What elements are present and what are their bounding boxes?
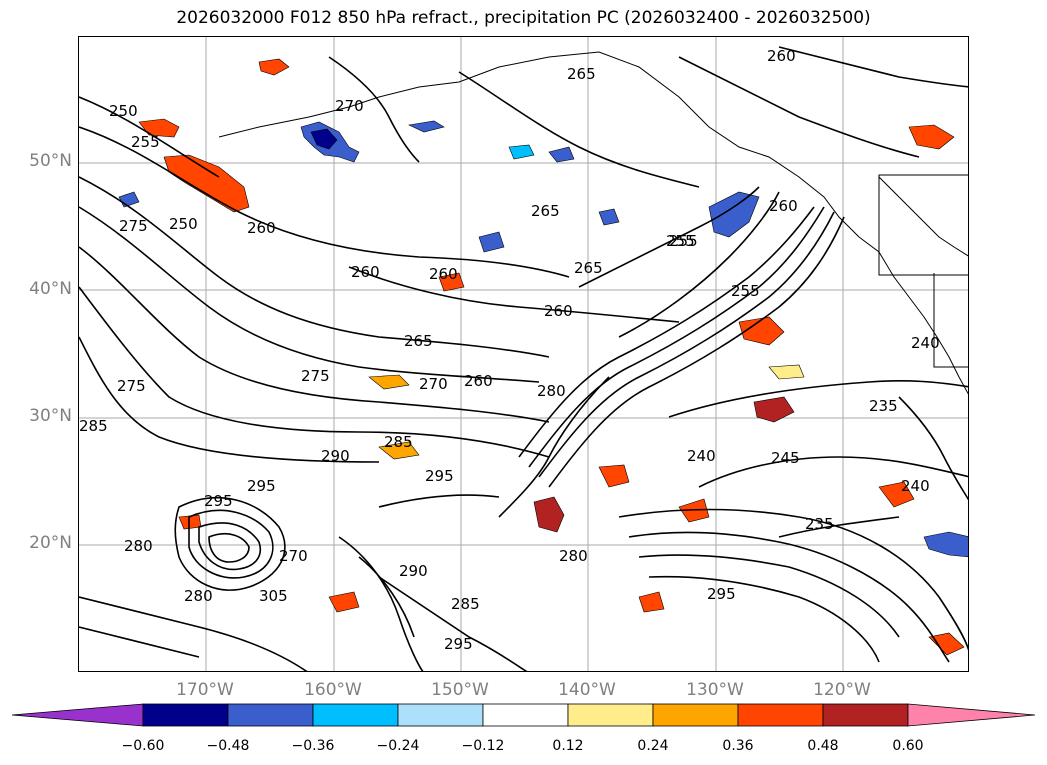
contour-label: 290 [321,447,350,465]
colorbar-segment [142,703,229,727]
contour-label: 285 [79,417,108,435]
contour-label: 295 [444,635,473,653]
positive-precip [138,58,965,656]
contour-label: 240 [687,447,716,465]
contour-label: 260 [544,302,573,320]
colorbar-segment [227,703,314,727]
colorbar-segment [482,703,569,727]
lon-label: 140°W [558,680,616,700]
colorbar-segment [652,703,739,727]
contour-label: 270 [335,97,364,115]
lon-label: 170°W [176,680,234,700]
contour-label: 260 [351,263,380,281]
chart-title: 2026032000 F012 850 hPa refract., precip… [176,8,871,28]
contour-label: 265 [531,202,560,220]
negative-precip [118,120,968,558]
colorbar-tick-label: −0.60 [121,738,165,754]
colorbar-segment [822,703,909,727]
contour-label: 255 [666,232,695,250]
contour-label: 235 [805,515,834,533]
lat-label: 40°N [29,279,72,299]
contour-label: 235 [869,397,898,415]
contour-label: 255 [669,232,698,250]
colorbar-tick-label: 0.48 [807,738,839,754]
contour-label: 260 [429,265,458,283]
lon-label: 160°W [304,680,362,700]
colorbar [11,703,1036,727]
colorbar-extend-low [11,703,144,727]
map-panel: 265 260 250 255 275 250 260 270 265 260 … [78,36,969,672]
contour-label: 245 [771,449,800,467]
contour-label: 280 [537,382,566,400]
contour-labels: 265 260 250 255 275 250 260 270 265 260 … [79,37,968,671]
contour-label: 250 [109,102,138,120]
contour-label: 260 [769,197,798,215]
colorbar-tick-label: −0.36 [291,738,335,754]
colorbar-tick-label: −0.24 [376,738,420,754]
contour-label: 270 [279,547,308,565]
contour-label: 280 [559,547,588,565]
contour-label: 260 [464,372,493,390]
contour-label: 260 [767,47,796,65]
colorbar-segment [737,703,824,727]
lat-label: 30°N [29,406,72,426]
colorbar-tick-label: 0.12 [552,738,584,754]
contour-label: 250 [169,215,198,233]
colorbar-tick-label: −0.48 [206,738,250,754]
contour-label: 295 [204,492,233,510]
contour-label: 295 [707,585,736,603]
map-svg [79,37,968,671]
lat-label: 20°N [29,533,72,553]
refractivity-contours [79,46,968,671]
contour-label: 295 [247,477,276,495]
lon-label: 120°W [813,680,871,700]
colorbar-segment [397,703,484,727]
contour-label: 290 [399,562,428,580]
contour-label: 265 [404,332,433,350]
contour-label: 265 [574,259,603,277]
contour-label: 295 [425,467,454,485]
contour-label: 305 [259,587,288,605]
lon-label: 130°W [686,680,744,700]
colorbar-tick-label: −0.12 [461,738,505,754]
contour-label: 255 [731,282,760,300]
contour-label: 240 [911,334,940,352]
contour-label: 280 [184,587,213,605]
colorbar-segment [567,703,654,727]
contour-label: 285 [384,433,413,451]
lon-label: 150°W [431,680,489,700]
colorbar-tick-label: 0.60 [892,738,924,754]
colorbar-extend-high [907,703,1036,727]
contour-label: 270 [419,375,448,393]
coastline [218,51,968,395]
contour-label: 280 [124,537,153,555]
lat-label: 50°N [29,151,72,171]
contour-label: 275 [301,367,330,385]
colorbar-tick-label: 0.24 [637,738,669,754]
contour-label: 285 [451,595,480,613]
contour-label: 265 [567,65,596,83]
contour-label: 275 [117,377,146,395]
contour-label: 240 [901,477,930,495]
colorbar-segment [312,703,399,727]
colorbar-tick-label: 0.36 [722,738,754,754]
contour-label: 255 [131,133,160,151]
contour-label: 260 [247,219,276,237]
contour-label: 275 [119,217,148,235]
